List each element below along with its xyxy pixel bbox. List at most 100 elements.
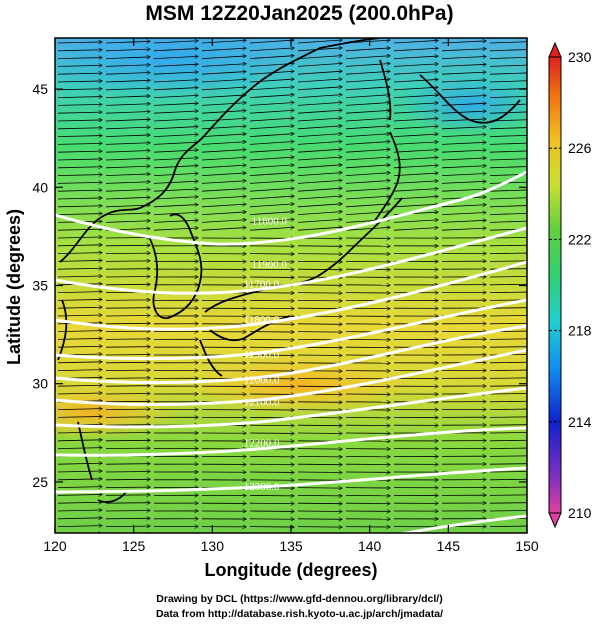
wind-arrow bbox=[105, 440, 150, 441]
wind-arrow bbox=[153, 56, 198, 59]
wind-arrow bbox=[201, 212, 246, 215]
wind-arrow bbox=[105, 174, 150, 176]
wind-arrow bbox=[105, 57, 150, 59]
wind-arrow bbox=[106, 534, 150, 535]
wind-arrow bbox=[105, 448, 150, 449]
wind-arrow bbox=[345, 103, 390, 106]
wind-arrow bbox=[393, 150, 438, 153]
wind-arrow bbox=[393, 126, 438, 130]
wind-arrow bbox=[105, 409, 150, 410]
wind-arrow bbox=[105, 182, 150, 184]
wind-arrow bbox=[57, 245, 102, 246]
wind-arrow bbox=[345, 126, 390, 130]
wind-arrow bbox=[393, 40, 438, 44]
wind-arrow bbox=[57, 299, 102, 300]
wind-arrow bbox=[249, 188, 294, 192]
wind-arrow bbox=[297, 149, 342, 153]
wind-arrow bbox=[153, 197, 198, 200]
wind-arrow bbox=[105, 261, 150, 262]
wind-arrow bbox=[345, 173, 390, 176]
wind-arrow bbox=[105, 127, 150, 129]
wind-arrow bbox=[393, 181, 438, 184]
wind-arrow bbox=[153, 103, 198, 106]
wind-arrow bbox=[105, 151, 150, 153]
wind-arrow bbox=[201, 181, 246, 184]
wind-arrow bbox=[441, 127, 486, 130]
colorbar-ticks: 210 214 218 222 226 230 bbox=[549, 49, 592, 521]
wind-arrow bbox=[297, 79, 342, 83]
wind-arrow bbox=[201, 157, 246, 161]
wind-arrow bbox=[441, 80, 486, 83]
wind-arrow bbox=[153, 111, 198, 114]
contour-label: 12100.0 bbox=[244, 396, 280, 408]
contour-label: 11900.0 bbox=[252, 259, 288, 271]
wind-arrow bbox=[57, 385, 102, 386]
wind-arrow bbox=[345, 149, 390, 153]
wind-arrow bbox=[393, 189, 438, 192]
wind-arrow bbox=[57, 237, 102, 238]
wind-arrow bbox=[105, 190, 150, 192]
wind-arrow bbox=[249, 180, 294, 184]
wind-arrow bbox=[393, 228, 438, 231]
wind-arrow bbox=[105, 370, 150, 371]
x-tick-label: 120 bbox=[43, 538, 67, 554]
wind-arrow bbox=[57, 151, 102, 152]
y-tick-label: 25 bbox=[32, 474, 48, 490]
wind-arrow bbox=[297, 180, 342, 184]
y-tick-label: 35 bbox=[32, 278, 48, 294]
wind-arrow bbox=[105, 300, 150, 301]
wind-arrow bbox=[441, 111, 486, 114]
wind-arrow bbox=[345, 40, 390, 44]
wind-arrow bbox=[393, 72, 438, 75]
wind-arrow bbox=[105, 166, 150, 168]
wind-arrow bbox=[441, 158, 486, 161]
colorbar-tick-label: 222 bbox=[568, 231, 592, 247]
wind-arrow bbox=[201, 48, 246, 52]
wind-arrow bbox=[297, 102, 342, 106]
wind-arrow bbox=[57, 120, 102, 121]
colorbar-bar bbox=[548, 56, 562, 514]
wind-arrow bbox=[105, 378, 150, 379]
wind-arrow bbox=[57, 479, 102, 480]
wind-arrow bbox=[153, 95, 198, 98]
wind-arrow bbox=[201, 111, 246, 114]
wind-arrow bbox=[153, 220, 198, 223]
wind-arrow bbox=[249, 87, 294, 91]
wind-arrow bbox=[57, 89, 102, 90]
colorbar-tick-label: 226 bbox=[568, 140, 592, 156]
wind-arrow bbox=[105, 479, 150, 480]
wind-arrow bbox=[249, 173, 294, 176]
wind-arrow bbox=[393, 204, 438, 208]
footer-credit-data: Data from http://database.rish.kyoto-u.a… bbox=[155, 608, 444, 620]
wind-arrow bbox=[57, 448, 102, 449]
wind-arrow bbox=[105, 73, 150, 75]
wind-arrow bbox=[57, 362, 102, 363]
wind-arrow bbox=[393, 64, 438, 67]
wind-arrow bbox=[393, 118, 438, 122]
wind-arrow bbox=[345, 165, 390, 169]
wind-arrow bbox=[345, 134, 390, 137]
wind-arrow bbox=[105, 471, 150, 472]
wind-arrow bbox=[57, 167, 102, 168]
wind-arrow bbox=[153, 181, 198, 184]
colorbar-tick-label: 210 bbox=[568, 505, 592, 521]
wind-arrow bbox=[345, 181, 390, 184]
wind-arrow bbox=[249, 48, 294, 52]
wind-arrow bbox=[201, 204, 246, 208]
wind-arrow bbox=[345, 212, 390, 215]
wind-arrow bbox=[57, 214, 102, 215]
wind-arrow bbox=[249, 165, 294, 169]
wind-arrow bbox=[57, 276, 102, 277]
wind-arrow bbox=[249, 63, 294, 67]
x-tick-label: 125 bbox=[122, 538, 146, 554]
wind-arrow bbox=[153, 228, 198, 231]
wind-arrow bbox=[249, 71, 294, 75]
wind-arrow bbox=[105, 464, 150, 465]
wind-arrow bbox=[105, 253, 150, 254]
y-tick-label: 30 bbox=[32, 376, 48, 392]
wind-arrow bbox=[57, 136, 102, 137]
wind-arrow bbox=[57, 58, 102, 59]
wind-arrow bbox=[201, 56, 246, 59]
wind-arrow bbox=[201, 173, 246, 176]
wind-arrow bbox=[297, 196, 342, 200]
